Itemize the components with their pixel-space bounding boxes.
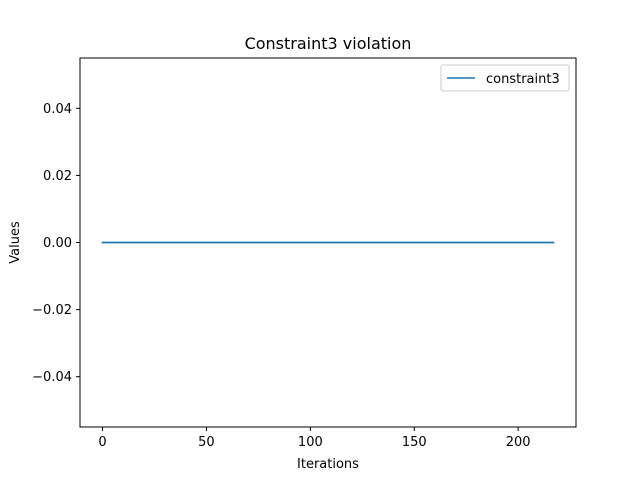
x-tick-label: 200 [506,435,531,450]
x-axis-ticks: 0 50 100 150 200 [98,427,531,450]
y-tick-label: −0.02 [32,303,72,318]
y-tick-label: 0.00 [43,236,72,251]
x-tick-label: 50 [198,435,215,450]
legend: constraint3 [440,64,570,92]
y-axis-label: Values [8,221,23,264]
y-tick-label: 0.02 [43,169,72,184]
x-tick-label: 0 [98,435,106,450]
legend-label-constraint3: constraint3 [486,72,560,87]
chart-title: Constraint3 violation [245,34,412,53]
x-tick-label: 100 [298,435,323,450]
y-tick-label: −0.04 [32,370,72,385]
y-axis-ticks: −0.04 −0.02 0.00 0.02 0.04 [32,102,80,385]
x-axis-label: Iterations [297,457,359,472]
legend-box [440,64,570,92]
y-tick-label: 0.04 [43,102,72,117]
x-tick-label: 150 [402,435,427,450]
